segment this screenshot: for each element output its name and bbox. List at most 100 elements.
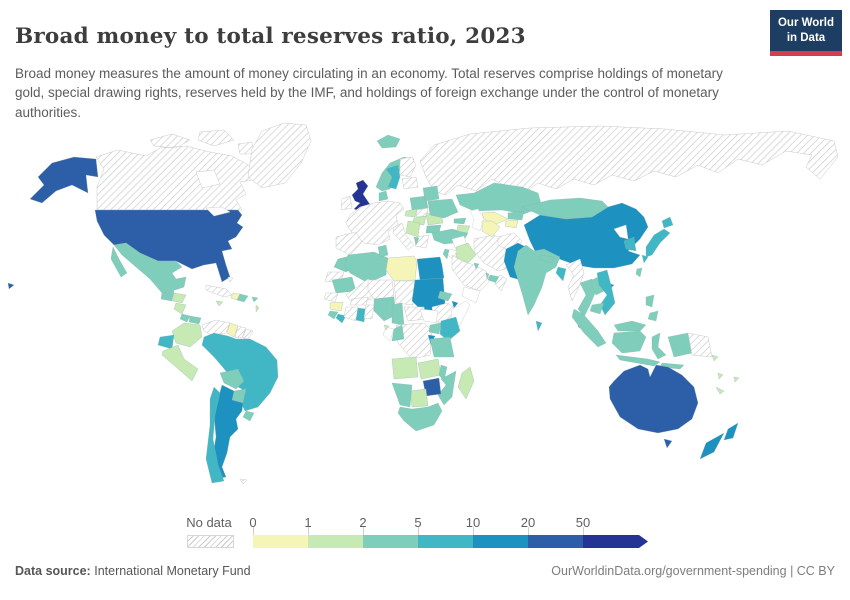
legend-segment-5-10[interactable]	[418, 535, 473, 548]
country-niger[interactable]	[367, 279, 395, 300]
country-falkland-islands[interactable]	[239, 478, 248, 485]
country-new-zealand-north[interactable]	[723, 422, 739, 441]
country-algeria[interactable]	[343, 251, 389, 284]
region-iberia[interactable]	[335, 231, 363, 256]
owid-logo[interactable]: Our World in Data	[770, 10, 842, 56]
country-indonesia-sulawesi[interactable]	[651, 332, 667, 360]
country-eritrea[interactable]	[437, 290, 453, 302]
country-south-africa[interactable]	[397, 402, 443, 432]
country-saudi-arabia[interactable]	[451, 254, 491, 292]
country-mexico[interactable]	[113, 242, 187, 294]
country-equatorial-guinea[interactable]	[383, 324, 390, 331]
country-south-korea[interactable]	[623, 236, 637, 252]
country-indonesia-kalimantan[interactable]	[611, 330, 647, 354]
country-bahamas[interactable]	[227, 276, 234, 283]
country-peru[interactable]	[161, 344, 199, 382]
country-sierra-leone[interactable]	[327, 310, 339, 320]
country-azerbaijan[interactable]	[456, 224, 471, 234]
country-india[interactable]	[513, 244, 561, 316]
country-guinea[interactable]	[329, 301, 344, 312]
country-baltic-states[interactable]	[401, 176, 419, 190]
country-papua-new-guinea[interactable]	[687, 332, 713, 358]
country-greenland[interactable]	[247, 122, 312, 189]
country-australia[interactable]	[608, 364, 699, 434]
legend-segment-2-5[interactable]	[363, 535, 418, 548]
country-myanmar[interactable]	[565, 258, 585, 302]
country-honduras[interactable]	[172, 292, 187, 304]
country-solomon-islands[interactable]	[711, 354, 719, 362]
country-ecuador[interactable]	[157, 334, 175, 350]
country-senegal[interactable]	[323, 292, 339, 303]
country-sweden[interactable]	[385, 164, 401, 190]
country-russia[interactable]	[419, 125, 839, 196]
country-taiwan[interactable]	[635, 267, 643, 278]
country-uganda[interactable]	[428, 322, 442, 335]
country-togo-benin[interactable]	[363, 304, 375, 320]
country-guatemala[interactable]	[160, 290, 175, 302]
country-bangladesh[interactable]	[555, 266, 567, 282]
country-zambia[interactable]	[417, 358, 442, 380]
country-jamaica[interactable]	[215, 300, 224, 307]
country-qatar[interactable]	[485, 272, 490, 280]
country-yemen[interactable]	[461, 286, 481, 304]
country-costa-rica[interactable]	[179, 313, 191, 323]
country-finland[interactable]	[399, 156, 417, 178]
country-iraq[interactable]	[455, 242, 477, 264]
legend-no-data-swatch[interactable]	[187, 535, 234, 548]
country-angola[interactable]	[391, 356, 419, 380]
country-new-caledonia[interactable]	[715, 386, 725, 395]
country-bolivia[interactable]	[219, 368, 245, 390]
country-ukraine[interactable]	[427, 198, 459, 219]
legend-segment-10-20[interactable]	[473, 535, 528, 548]
country-dominican-republic[interactable]	[236, 293, 249, 303]
country-tunisia[interactable]	[377, 244, 389, 258]
country-united-states-hawaii[interactable]	[7, 282, 15, 290]
country-guyana[interactable]	[226, 322, 239, 338]
legend-segment-0-1[interactable]	[253, 535, 308, 548]
country-gabon[interactable]	[382, 326, 395, 342]
country-new-zealand-south[interactable]	[699, 432, 725, 460]
country-japan-hokkaido[interactable]	[661, 216, 674, 229]
country-albania[interactable]	[413, 236, 420, 246]
country-philippines-mindanao[interactable]	[647, 310, 659, 322]
country-burkina-faso[interactable]	[349, 296, 369, 306]
country-israel[interactable]	[442, 248, 450, 260]
country-nigeria[interactable]	[373, 296, 397, 322]
country-venezuela[interactable]	[201, 319, 231, 336]
country-turkmenistan[interactable]	[481, 220, 501, 238]
country-oman[interactable]	[494, 274, 508, 292]
country-fiji[interactable]	[733, 376, 740, 383]
country-chile[interactable]	[205, 386, 225, 484]
legend-segment-1-2[interactable]	[308, 535, 363, 548]
country-cameroon[interactable]	[391, 302, 405, 326]
country-brazil[interactable]	[201, 332, 279, 412]
country-egypt[interactable]	[416, 256, 445, 281]
country-australia-tasmania[interactable]	[663, 438, 673, 449]
country-kuwait[interactable]	[473, 262, 480, 270]
country-congo[interactable]	[391, 324, 405, 342]
country-kyrgyzstan[interactable]	[507, 210, 525, 221]
country-cote-divoire[interactable]	[343, 306, 359, 322]
country-nicaragua[interactable]	[173, 302, 187, 315]
country-chad[interactable]	[393, 280, 416, 306]
country-madagascar[interactable]	[457, 366, 475, 400]
attribution-link[interactable]: OurWorldinData.org/government-spending |…	[551, 564, 835, 578]
country-north-korea[interactable]	[613, 224, 629, 240]
country-uruguay[interactable]	[242, 410, 255, 422]
country-colombia[interactable]	[171, 322, 203, 348]
country-panama[interactable]	[188, 315, 202, 325]
country-japan-kyushu[interactable]	[641, 254, 649, 264]
country-japan-honshu[interactable]	[645, 228, 671, 258]
region-balkans[interactable]	[405, 220, 421, 238]
country-united-states-alaska[interactable]	[29, 156, 99, 204]
country-ireland[interactable]	[340, 195, 353, 211]
legend-segment-50-plus[interactable]	[583, 535, 648, 548]
country-tajikistan[interactable]	[504, 219, 519, 229]
country-libya[interactable]	[385, 255, 418, 282]
country-united-kingdom[interactable]	[351, 179, 372, 214]
country-georgia[interactable]	[453, 217, 467, 225]
country-philippines-luzon[interactable]	[645, 294, 655, 308]
country-lesser-antilles[interactable]	[255, 304, 260, 313]
country-djibouti[interactable]	[451, 300, 459, 309]
country-belarus[interactable]	[422, 185, 440, 202]
